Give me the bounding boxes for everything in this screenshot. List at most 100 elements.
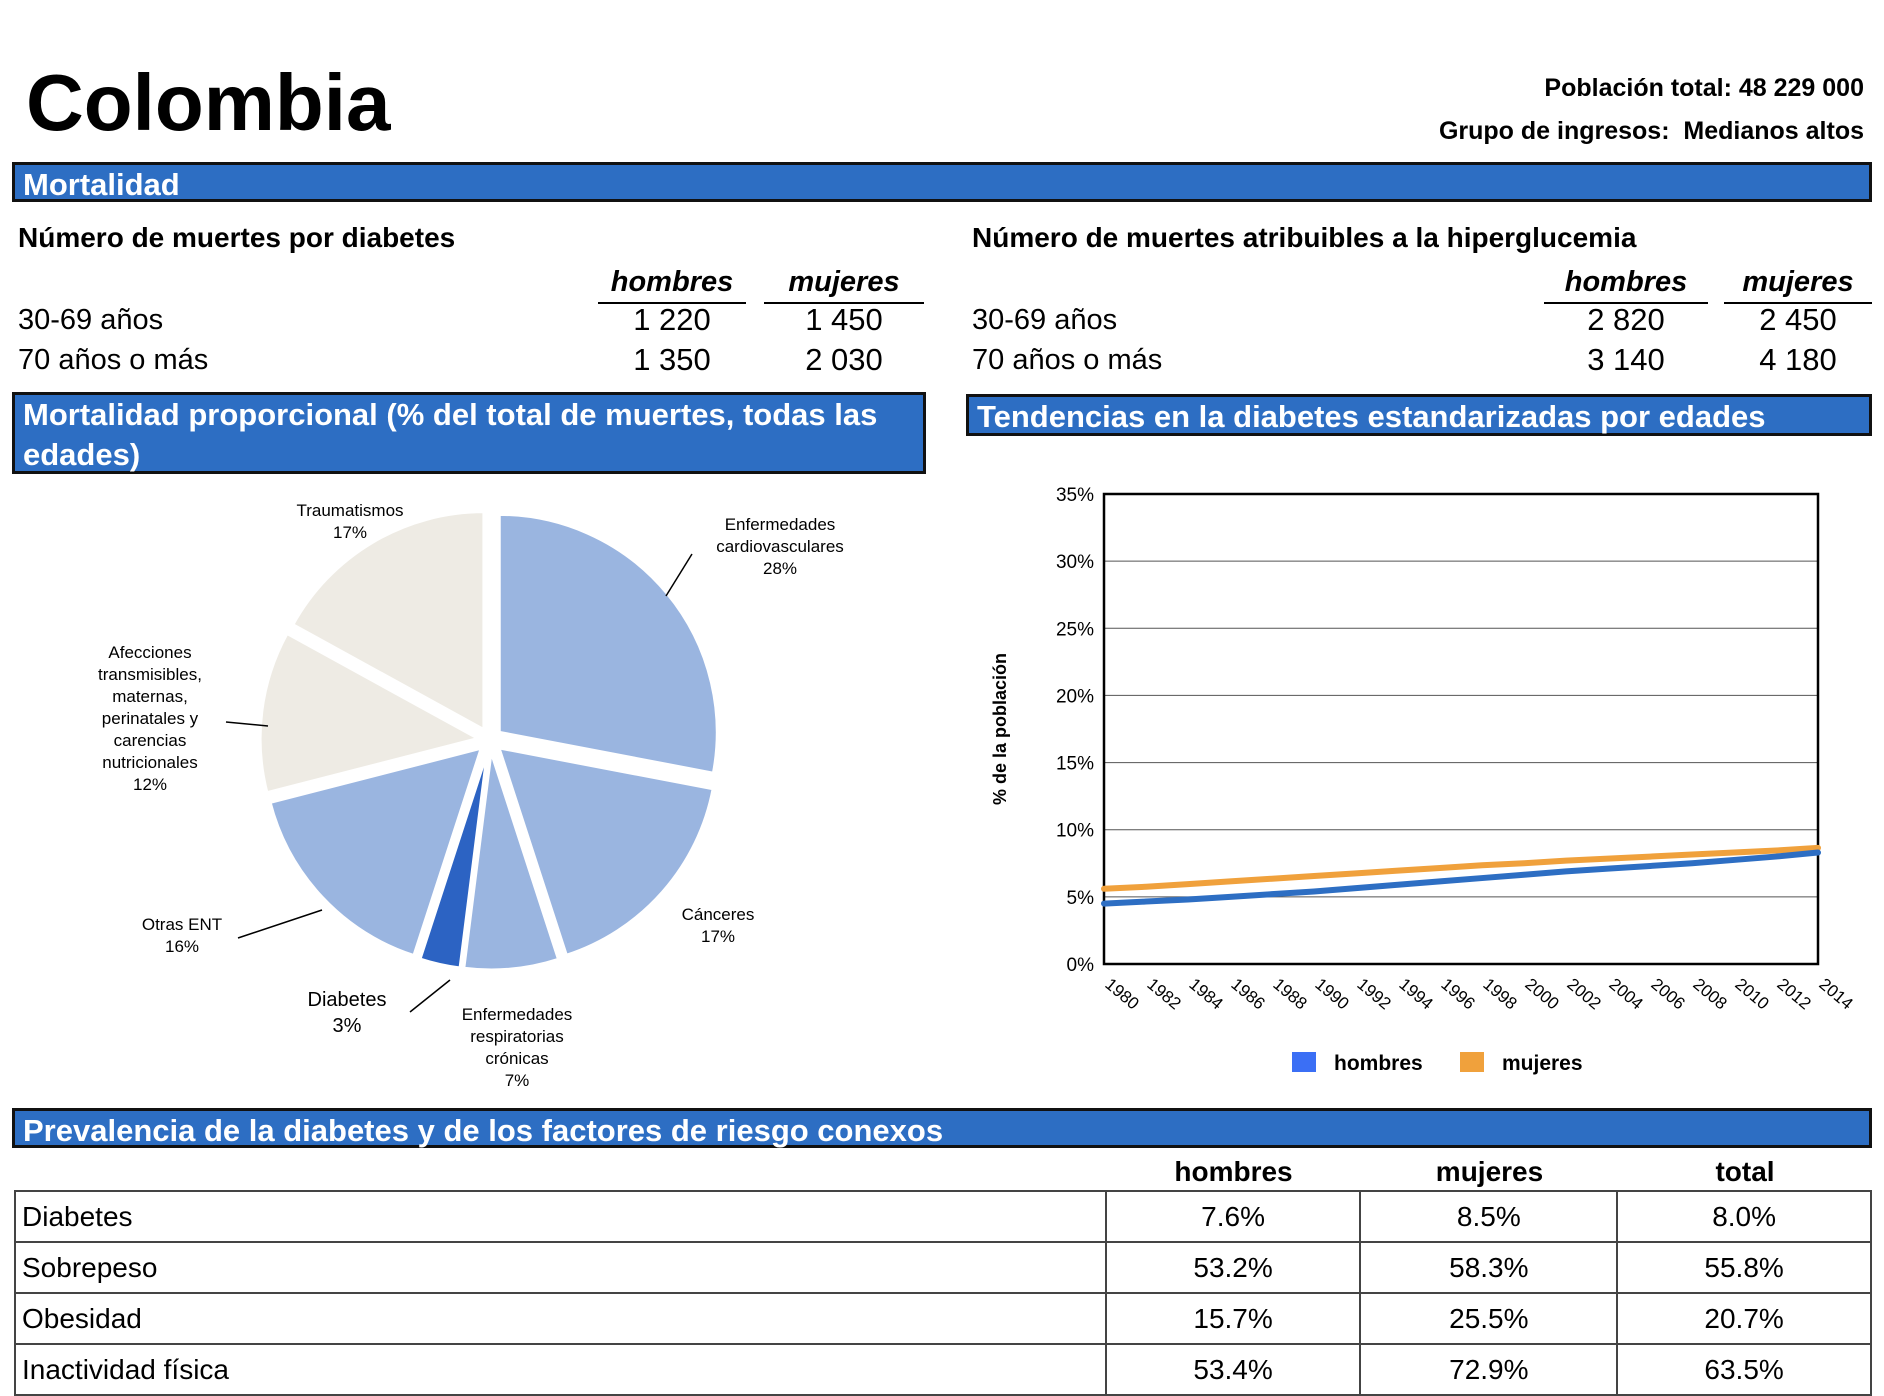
legend-label: hombres [1334,1052,1423,1075]
prevalence-cell: 53.2% [1104,1241,1362,1294]
prevalence-cell: 63.5% [1616,1343,1872,1396]
pie-leader-line [225,721,269,727]
pie-slice [258,631,483,795]
pie-chart: Enfermedades cardiovasculares 28% Cánceres 1… [98,501,844,1090]
x-tick-label: 2002 [1563,975,1604,1014]
x-tick-label: 2014 [1815,975,1856,1014]
pie-slice-label: Enfermedades cardiovasculares 28% [716,515,844,578]
x-tick-label: 1994 [1395,975,1436,1014]
deaths-diabetes-row-label: 30-69 años [18,304,164,336]
deaths-hyperglycemia-col-men: hombres [1544,262,1708,304]
x-tick-label: 1980 [1101,975,1142,1014]
y-tick-label: 30% [1056,552,1094,573]
x-tick-label: 2010 [1731,975,1772,1014]
deaths-hyperglycemia-value: 2 820 [1587,302,1665,337]
section-proportional-mortality: Mortalidad proporcional (% del total de … [12,392,926,474]
pie-slice [290,510,486,733]
x-tick-label: 1982 [1143,975,1184,1014]
prevalence-cell: 25.5% [1359,1292,1619,1345]
deaths-hyperglycemia-value: 3 140 [1587,342,1665,377]
y-tick-label: 0% [1067,955,1095,976]
pie-slice-label: Otras ENT 16% [142,915,222,956]
deaths-diabetes-value: 1 450 [805,302,883,337]
deaths-hyperglycemia-value: 4 180 [1759,342,1837,377]
deaths-hyperglycemia-col-women: mujeres [1724,262,1872,304]
x-tick-label: 1990 [1311,975,1352,1014]
x-tick-label: 1984 [1185,975,1226,1014]
deaths-diabetes-value: 1 220 [633,302,711,337]
prevalence-col-header: mujeres [1435,1156,1544,1187]
series-line-mujeres [1101,844,1821,892]
deaths-hyperglycemia-value: 2 450 [1759,302,1837,337]
x-tick-label: 2000 [1521,975,1562,1014]
deaths-diabetes-value: 1 350 [633,342,711,377]
x-tick-label: 2006 [1647,975,1688,1014]
line-chart: 0%5%10%15%20%25%30%35%1980 1982 1984 1986 19… [990,485,1857,1075]
pie-slice-label: Diabetes 3% [308,989,387,1037]
y-tick-label: 35% [1056,485,1094,506]
y-tick-label: 20% [1056,686,1094,707]
table-row: Inactividad física 53.4% 72.9% 63.5% [14,1343,1872,1396]
table-row: Obesidad 15.7% 25.5% 20.7% [14,1292,1872,1345]
legend-swatch [1460,1052,1484,1072]
section-mortality: Mortalidad [12,162,1872,202]
prevalence-row-label: Diabetes [14,1190,1107,1243]
pie-leader-line [665,553,693,597]
y-tick-label: 15% [1056,754,1094,775]
deaths-hyperglycemia-row-label: 70 años o más [972,344,1163,376]
x-tick-label: 2004 [1605,975,1646,1014]
x-tick-label: 1992 [1353,975,1394,1014]
deaths-hyperglycemia-title: Número de muertes atribuibles a la hiper… [972,222,1637,253]
pie-slice [418,751,489,970]
pie-slice [497,512,719,775]
prevalence-row-label: Inactividad física [14,1343,1107,1396]
y-tick-label: 25% [1056,619,1094,640]
x-tick-label: 1996 [1437,975,1478,1014]
income-group: Grupo de ingresos: Medianos altos [1438,117,1864,145]
deaths-diabetes-value: 2 030 [805,342,883,377]
prevalence-table: Diabetes 7.6% 8.5% 8.0% Sobrepeso 53.2% … [14,1190,1872,1396]
prevalence-cell: 55.8% [1616,1241,1872,1294]
pie-slice [496,745,715,958]
y-tick-label: 10% [1056,821,1094,842]
deaths-diabetes-title: Número de muertes por diabetes [18,222,456,253]
prevalence-cell: 58.3% [1359,1241,1619,1294]
deaths-hyperglycemia-row-label: 30-69 años [972,304,1118,336]
deaths-diabetes-col-women: mujeres [764,262,924,304]
prevalence-cell: 7.6% [1104,1190,1362,1243]
prevalence-row-label: Sobrepeso [14,1241,1107,1294]
x-tick-label: 1988 [1269,975,1310,1014]
pie-slice [268,746,484,958]
prevalence-row-label: Obesidad [14,1292,1107,1345]
table-row: Diabetes 7.6% 8.5% 8.0% [14,1190,1872,1243]
x-tick-label: 2008 [1689,975,1730,1014]
pie-slice-label: Traumatismos 17% [296,501,403,542]
y-axis-title: % de la población [990,653,1010,805]
prevalence-cell: 15.7% [1104,1292,1362,1345]
deaths-diabetes-row-label: 70 años o más [18,344,209,376]
prevalence-cell: 20.7% [1616,1292,1872,1345]
country-title: Colombia [26,58,391,147]
pie-slice [462,751,561,972]
table-row: Sobrepeso 53.2% 58.3% 55.8% [14,1241,1872,1294]
x-tick-label: 2012 [1773,975,1814,1014]
pie-slice-label: Enfermedades respiratorias crónicas 7% [462,1005,573,1090]
prevalence-cell: 8.5% [1359,1190,1619,1243]
legend-label: mujeres [1502,1052,1583,1075]
prevalence-cell: 8.0% [1616,1190,1872,1243]
plot-frame [1102,492,1820,966]
population-total: Población total: 48 229 000 [1544,74,1864,102]
pie-slice-label: Cánceres 17% [682,905,755,946]
prevalence-col-header: hombres [1174,1156,1293,1187]
pie-slice-label: Afecciones transmisibles, maternas, perinat… [98,643,202,794]
y-tick-label: 5% [1067,888,1095,909]
x-tick-label: 1998 [1479,975,1520,1014]
prevalence-cell: 53.4% [1104,1343,1362,1396]
section-trends: Tendencias en la diabetes estandarizadas… [966,394,1872,436]
prevalence-col-header: total [1715,1156,1775,1187]
deaths-diabetes-col-men: hombres [598,262,746,304]
section-prevalence: Prevalencia de la diabetes y de los fact… [12,1108,1872,1148]
pie-leader-line [237,909,323,939]
legend-swatch [1292,1052,1316,1072]
prevalence-cell: 72.9% [1359,1343,1619,1396]
